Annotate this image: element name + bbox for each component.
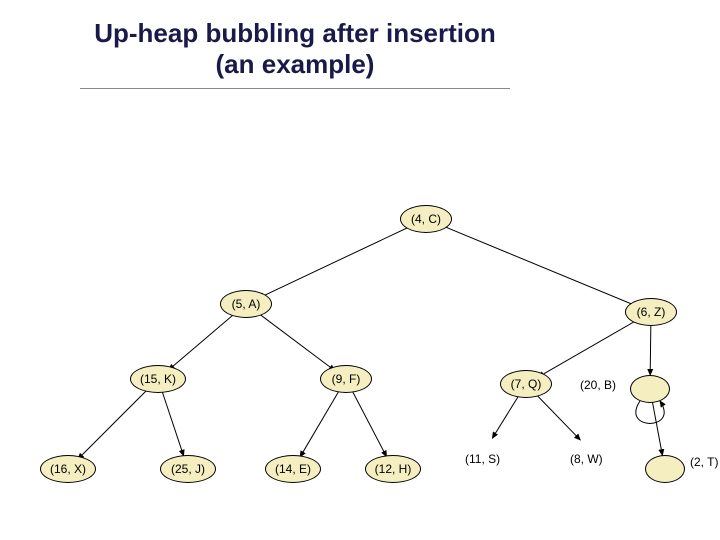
tree-edge	[352, 390, 387, 457]
tree-edge	[169, 312, 237, 370]
tree-node: (25, J)	[160, 455, 216, 483]
tree-edge	[534, 393, 580, 440]
tree-node: (9, F)	[320, 365, 372, 393]
tree-node-label: (11, S)	[465, 452, 500, 466]
tree-edge	[256, 311, 335, 370]
tree-edge	[538, 318, 640, 377]
tree-edge	[78, 387, 150, 459]
tree-node-label: (20, B)	[580, 378, 616, 392]
tree-node: (5, A)	[220, 290, 272, 318]
tree-node-label: (8, W)	[570, 452, 603, 466]
tree-node: (4, C)	[400, 205, 452, 233]
tree-node: (16, X)	[40, 455, 96, 483]
tree-node	[645, 455, 685, 483]
tree-node	[630, 375, 670, 403]
tree-edge	[259, 224, 415, 298]
tree-edge	[650, 324, 651, 375]
tree-edge	[162, 390, 184, 455]
tree-node: (12, H)	[365, 455, 421, 483]
self-loop-edge	[636, 401, 664, 424]
tree-node: (7, Q)	[500, 370, 552, 398]
tree-edges	[0, 0, 720, 540]
tree-edge	[437, 224, 638, 307]
tree-edge	[652, 401, 662, 455]
tree-node: (6, Z)	[625, 298, 677, 326]
tree-edge	[300, 389, 340, 457]
tree-node: (15, K)	[130, 365, 186, 393]
tree-node: (14, E)	[265, 455, 321, 483]
tree-node-label: (2, T)	[690, 455, 718, 469]
tree-edge	[492, 394, 519, 438]
